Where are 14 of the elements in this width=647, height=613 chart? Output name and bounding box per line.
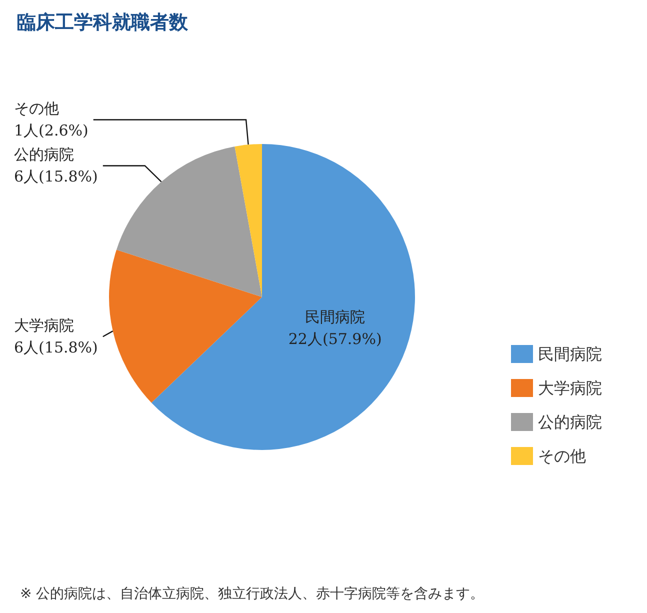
legend-label: 民間病院	[538, 344, 602, 364]
data-label: 6人(15.8%)	[14, 168, 98, 186]
slice-label: 公的病院	[14, 146, 74, 164]
slice-label: 大学病院	[14, 316, 74, 335]
legend-label: 公的病院	[538, 412, 602, 432]
text: ※ 公的病院は、自治体立病院、独立行政法人、赤十字病院等を含みます。	[20, 586, 484, 602]
data-label: 22人(57.9%)	[288, 330, 382, 348]
chart-title: 臨床工学科就職者数	[17, 12, 189, 34]
legend-label: その他	[538, 446, 586, 466]
legend-label: 大学病院	[538, 378, 602, 398]
slice-label: その他	[14, 100, 59, 118]
data-label: 6人(15.8%)	[14, 338, 98, 357]
slice-label: 民間病院	[305, 308, 366, 326]
data-label: 1人(2.6%)	[14, 122, 88, 140]
